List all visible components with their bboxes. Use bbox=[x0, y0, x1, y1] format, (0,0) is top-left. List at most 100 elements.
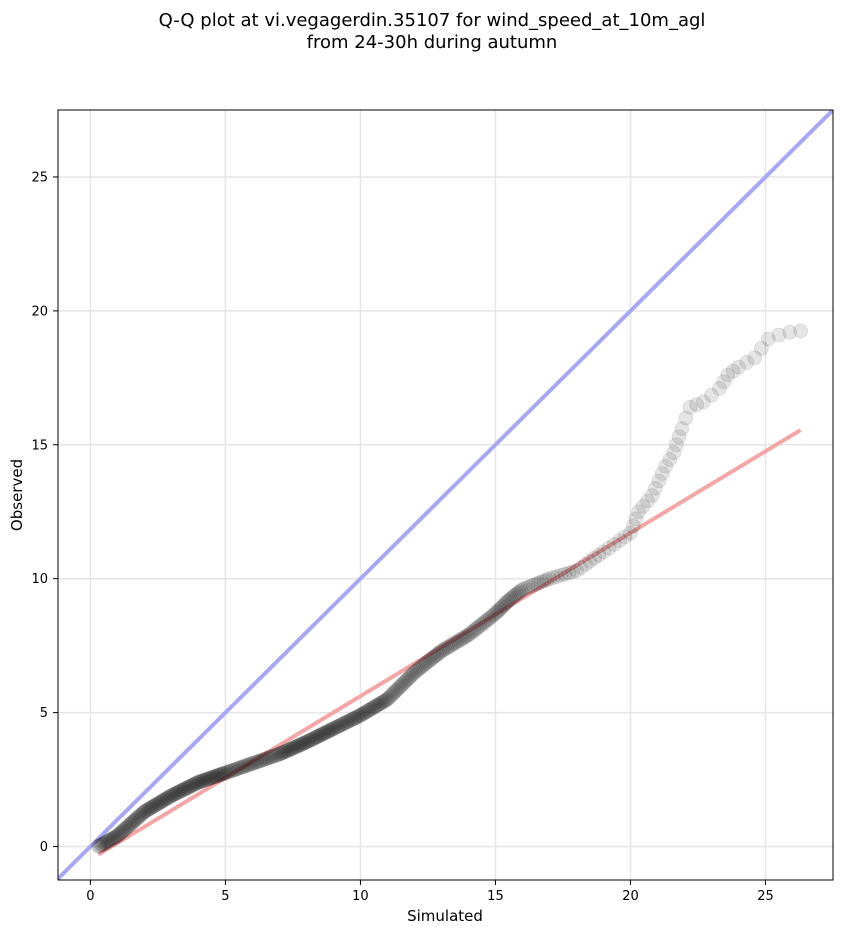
qq-point bbox=[419, 655, 434, 671]
qq-point bbox=[760, 331, 776, 347]
qq-point bbox=[141, 801, 157, 817]
qq-point bbox=[344, 712, 360, 727]
qq-point bbox=[695, 394, 711, 410]
qq-point bbox=[377, 693, 393, 709]
qq-point bbox=[513, 583, 529, 598]
qq-point bbox=[326, 721, 341, 737]
qq-point bbox=[328, 720, 344, 735]
qq-point bbox=[553, 567, 569, 583]
qq-point bbox=[500, 594, 516, 609]
qq-point bbox=[102, 832, 118, 848]
qq-point bbox=[471, 619, 486, 635]
qq-point bbox=[405, 666, 421, 682]
qq-point bbox=[221, 764, 236, 780]
qq-point bbox=[322, 722, 338, 738]
qq-point bbox=[402, 669, 418, 684]
qq-point bbox=[214, 766, 230, 782]
qq-point bbox=[105, 831, 121, 846]
qq-point bbox=[476, 615, 492, 631]
qq-point bbox=[587, 550, 602, 566]
qq-point bbox=[303, 732, 319, 748]
qq-point bbox=[601, 540, 617, 556]
qq-point bbox=[362, 702, 378, 717]
qq-point bbox=[565, 564, 581, 580]
x-tick-label: 0 bbox=[86, 889, 94, 904]
qq-point bbox=[501, 592, 517, 608]
qq-point bbox=[416, 657, 431, 673]
qq-point bbox=[333, 717, 349, 733]
qq-point bbox=[252, 753, 268, 769]
qq-point bbox=[200, 771, 215, 787]
qq-point bbox=[115, 823, 131, 839]
qq-point bbox=[150, 796, 166, 812]
qq-point bbox=[288, 739, 304, 754]
qq-point bbox=[260, 750, 275, 766]
qq-point bbox=[321, 723, 337, 739]
qq-point bbox=[437, 641, 453, 657]
qq-point bbox=[231, 760, 247, 776]
qq-point bbox=[166, 787, 182, 802]
qq-point bbox=[368, 698, 384, 714]
qq-point bbox=[348, 710, 363, 726]
qq-point bbox=[104, 831, 119, 847]
qq-point bbox=[264, 749, 280, 765]
qq-point bbox=[291, 738, 306, 753]
qq-point bbox=[257, 751, 272, 767]
qq-point bbox=[449, 634, 465, 650]
qq-point bbox=[365, 700, 381, 716]
qq-point bbox=[228, 761, 244, 777]
qq-point bbox=[359, 704, 374, 720]
qq-point bbox=[504, 590, 520, 606]
qq-point bbox=[219, 764, 235, 780]
qq-point bbox=[413, 660, 428, 676]
qq-point bbox=[625, 518, 641, 534]
qq-point bbox=[193, 774, 209, 789]
qq-point bbox=[523, 578, 538, 594]
qq-point bbox=[132, 808, 148, 824]
qq-point bbox=[353, 707, 368, 723]
qq-point bbox=[123, 816, 139, 832]
qq-point bbox=[354, 707, 370, 722]
qq-point bbox=[171, 784, 187, 800]
qq-point bbox=[155, 793, 170, 809]
qq-point bbox=[533, 574, 549, 590]
qq-point bbox=[189, 775, 205, 791]
qq-point bbox=[596, 544, 611, 560]
qq-point bbox=[371, 696, 387, 712]
qq-point bbox=[138, 803, 153, 819]
qq-point bbox=[561, 565, 577, 581]
qq-point bbox=[510, 585, 526, 601]
qq-point bbox=[332, 718, 347, 734]
qq-point bbox=[222, 763, 238, 779]
qq-point bbox=[270, 747, 286, 763]
qq-point bbox=[164, 788, 179, 804]
qq-point bbox=[100, 833, 116, 849]
qq-point bbox=[162, 788, 178, 804]
qq-point bbox=[151, 795, 167, 811]
qq-point bbox=[174, 783, 189, 799]
qq-point bbox=[249, 754, 265, 770]
qq-point bbox=[635, 498, 651, 514]
qq-point bbox=[295, 736, 311, 751]
qq-point bbox=[263, 749, 278, 765]
qq-point bbox=[432, 644, 448, 660]
qq-point bbox=[410, 662, 425, 678]
qq-point bbox=[400, 671, 416, 687]
qq-point bbox=[94, 837, 110, 852]
qq-point bbox=[121, 818, 137, 834]
qq-point bbox=[623, 525, 638, 541]
qq-point bbox=[651, 473, 667, 489]
qq-point bbox=[258, 751, 274, 767]
qq-point bbox=[182, 779, 197, 795]
qq-point bbox=[381, 690, 397, 706]
qq-point bbox=[180, 779, 196, 795]
qq-point bbox=[392, 679, 407, 695]
qq-point bbox=[404, 667, 420, 683]
reference-lines bbox=[58, 110, 833, 880]
quantile-points bbox=[91, 323, 808, 854]
qq-point bbox=[467, 622, 483, 637]
qq-point bbox=[396, 675, 412, 691]
qq-point bbox=[158, 791, 174, 807]
qq-point bbox=[489, 604, 505, 620]
qq-point bbox=[720, 367, 736, 383]
